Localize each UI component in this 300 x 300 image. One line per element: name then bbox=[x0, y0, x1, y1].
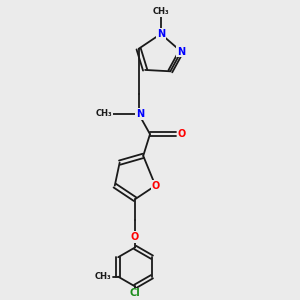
Text: N: N bbox=[136, 109, 144, 119]
Text: CH₃: CH₃ bbox=[152, 7, 169, 16]
Text: O: O bbox=[130, 232, 139, 242]
Text: Cl: Cl bbox=[130, 289, 140, 298]
Text: CH₃: CH₃ bbox=[96, 109, 112, 118]
Text: O: O bbox=[152, 181, 160, 191]
Text: O: O bbox=[178, 129, 186, 139]
Text: N: N bbox=[157, 29, 165, 39]
Text: N: N bbox=[177, 46, 185, 56]
Text: CH₃: CH₃ bbox=[95, 272, 112, 281]
